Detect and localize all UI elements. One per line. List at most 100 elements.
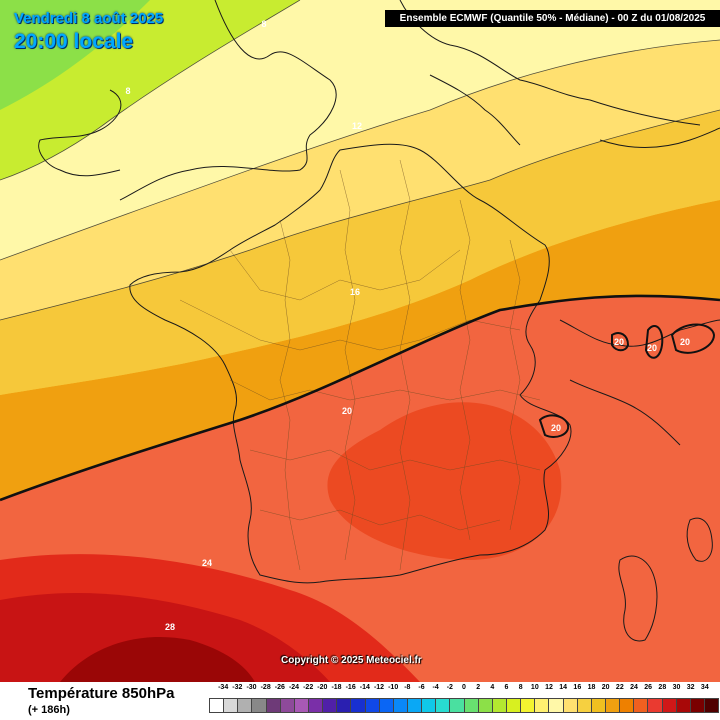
color-scale-swatch	[223, 699, 238, 712]
color-scale-swatch	[703, 699, 720, 712]
band-28-30	[60, 636, 255, 682]
color-scale-tick-label: 10	[530, 684, 539, 691]
color-scale-tick-label: -8	[404, 684, 411, 691]
isotherm-20-line	[0, 294, 720, 502]
color-scale-swatch	[251, 699, 266, 712]
color-scale-tick-label: -30	[246, 684, 257, 691]
isotherm-label: 28	[165, 622, 175, 632]
isotherm-20-island-3	[670, 323, 716, 354]
color-scale-swatch	[576, 699, 591, 712]
model-info-banner: Ensemble ECMWF (Quantile 50% - Médiane) …	[385, 10, 720, 27]
color-scale-swatch	[675, 699, 690, 712]
color-scale-tick-label: -24	[288, 684, 300, 691]
color-scale-tick-label: -22	[303, 684, 314, 691]
color-scale-swatch	[449, 699, 464, 712]
isotherm-label: 16	[350, 287, 360, 297]
isotherm-label: 8	[261, 19, 266, 29]
color-scale-swatch	[619, 699, 634, 712]
color-scale-tick-label: 22	[615, 684, 624, 691]
color-scale-tick-label: -34	[218, 684, 229, 691]
color-scale-swatch	[548, 699, 563, 712]
color-scale-swatch	[392, 699, 407, 712]
color-scale-tick-label: 2	[476, 684, 481, 691]
isotherm-labels: 8 8 12 16 20 20 20 20 20 24 28	[125, 19, 690, 632]
copyright-text: Copyright © 2025 Meteociel.fr	[281, 655, 422, 666]
variable-title: Température 850hPa	[28, 685, 175, 702]
forecast-time: 20:00 locale	[14, 30, 134, 53]
band-18-20	[0, 200, 720, 500]
color-scale-tick-label: -28	[260, 684, 271, 691]
color-scale-tick-label: 30	[672, 684, 681, 691]
lead-time: (+ 186h)	[28, 704, 70, 716]
color-scale-tick-label: 14	[559, 684, 568, 691]
color-scale-swatch	[520, 699, 535, 712]
color-scale-swatch	[279, 699, 294, 712]
color-scale-tick-label: 12	[545, 684, 553, 691]
color-scale-swatch	[689, 699, 704, 712]
color-scale-tick-label: 6	[504, 684, 509, 691]
color-scale-swatch	[562, 699, 577, 712]
isotherm-20-island-2	[644, 325, 664, 359]
color-scale-swatch	[604, 699, 620, 712]
isotherm-lines	[0, 0, 720, 321]
color-scale-swatch	[209, 699, 224, 712]
color-scale-tick-label: 20	[601, 684, 610, 691]
color-scale-swatch	[463, 699, 478, 712]
isotherm-label: 20	[342, 406, 352, 416]
color-scale-tick-label: -20	[317, 684, 328, 691]
isotherm-label: 12	[352, 121, 362, 131]
color-scale-tick-label: -14	[359, 684, 370, 691]
temperature-map: 8 8 12 16 20 20 20 20 20 24 28	[0, 0, 720, 682]
color-scale-tick-label: 8	[518, 684, 523, 691]
isotherm-label: 8	[125, 86, 130, 96]
color-scale-tick-label: -12	[373, 684, 385, 691]
color-scale-swatch	[661, 699, 676, 712]
band-16-18	[0, 110, 720, 395]
color-scale-tick-label: 26	[644, 684, 653, 691]
color-scale-swatch	[307, 699, 323, 712]
isotherm-20-island-1	[611, 332, 630, 352]
color-scale-swatch	[435, 699, 450, 712]
isotherm-label: 20	[680, 337, 690, 347]
isotherm-label: 24	[202, 558, 212, 568]
color-scale-swatch	[491, 699, 506, 712]
forecast-date: Vendredi 8 août 2025	[14, 10, 164, 27]
color-scale-tick-label: 18	[587, 684, 596, 691]
color-scale-tick-label: 34	[700, 684, 709, 691]
isotherm-label: 20	[614, 337, 624, 347]
color-scale-swatch	[350, 699, 365, 712]
band-22-24-interior	[327, 402, 562, 560]
color-scale-swatch	[364, 699, 379, 712]
color-scale-swatch	[237, 699, 252, 712]
color-scale-tick-label: -32	[232, 684, 243, 691]
isotherm-label: 20	[647, 343, 657, 353]
color-scale: -34 -32 -30 -28 -26 -24 -22 -20 -18 -16 -14 -12 -10-…	[209, 684, 720, 716]
color-scale-swatch	[322, 699, 337, 712]
band-10-12	[0, 0, 720, 260]
department-borders	[179, 159, 541, 571]
color-scale-ticks: -34 -32 -30 -28 -26 -24 -22 -20 -18 -16 -14 -12 -10-…	[209, 684, 719, 696]
legend-footer: Température 850hPa (+ 186h) -34 -32 -30 -28…	[0, 682, 720, 720]
color-scale-swatch	[590, 699, 605, 712]
color-scale-tick-label: 32	[686, 684, 695, 691]
color-scale-swatch	[477, 699, 492, 712]
color-scale-tick-label: -16	[345, 684, 356, 691]
color-scale-swatch	[633, 699, 648, 712]
color-scale-tick-label: -4	[432, 684, 439, 691]
color-scale-swatch	[647, 699, 662, 712]
color-scale-swatch	[293, 699, 308, 712]
color-scale-tick-label: -6	[418, 684, 425, 691]
isotherm-20-island-4	[538, 414, 570, 438]
color-scale-swatch	[421, 699, 436, 712]
color-scale-tick-label: 0	[462, 684, 466, 691]
isotherm-label: 20	[551, 423, 561, 433]
color-scale-tick-label: 4	[490, 684, 495, 691]
color-scale-tick-label: 24	[630, 684, 638, 691]
color-scale-tick-label: -18	[331, 684, 342, 691]
color-scale-swatches	[209, 698, 720, 713]
color-scale-tick-label: 16	[573, 684, 582, 691]
color-scale-swatch	[378, 699, 393, 712]
color-scale-tick-label: -10	[388, 684, 399, 691]
color-scale-swatch	[336, 699, 351, 712]
